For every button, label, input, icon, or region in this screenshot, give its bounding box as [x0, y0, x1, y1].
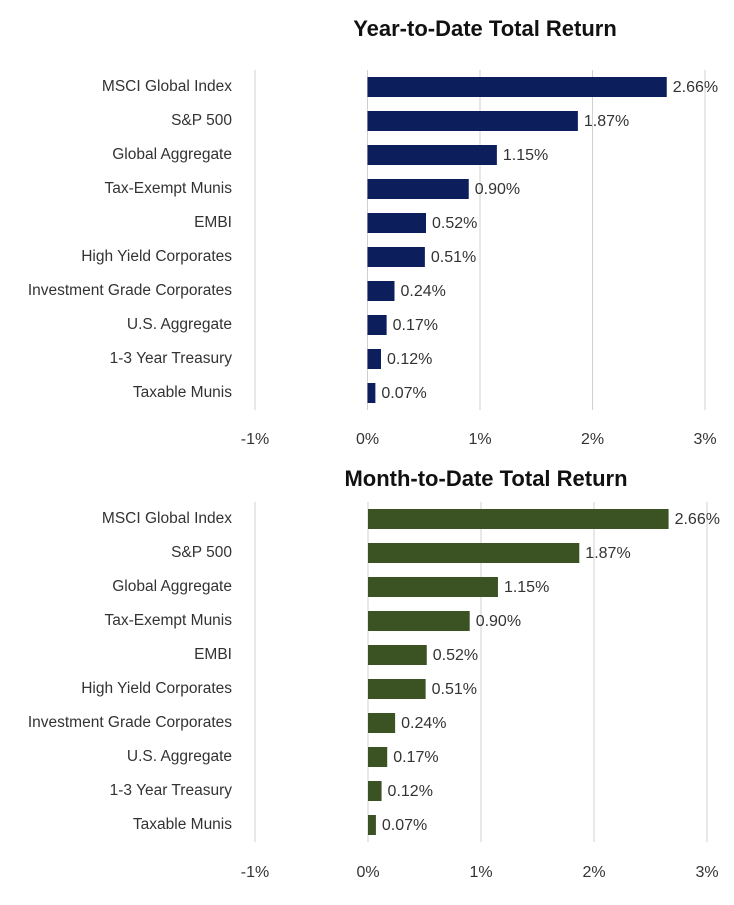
bar [367, 247, 425, 267]
y-tick-label: High Yield Corporates [81, 248, 232, 265]
y-tick-label: Global Aggregate [112, 578, 232, 595]
y-tick-label: S&P 500 [171, 544, 232, 561]
bar [368, 713, 396, 733]
value-label: 0.07% [381, 385, 426, 402]
y-tick-label: Tax-Exempt Munis [105, 180, 233, 197]
y-tick-label: Tax-Exempt Munis [105, 612, 233, 629]
y-tick-label: High Yield Corporates [81, 680, 232, 697]
x-tick-label: 2% [582, 864, 605, 881]
value-label: 0.07% [382, 817, 427, 834]
value-label: 0.17% [393, 317, 438, 334]
x-tick-label: 3% [693, 431, 716, 448]
value-label: 1.87% [585, 545, 630, 562]
bar [367, 383, 376, 403]
value-label: 1.15% [503, 147, 548, 164]
y-tick-label: 1-3 Year Treasury [110, 782, 233, 799]
bar [367, 111, 578, 131]
x-tick-label: 0% [356, 864, 379, 881]
x-tick-label: 2% [581, 431, 604, 448]
value-label: 0.90% [476, 613, 521, 630]
bar [367, 281, 395, 301]
x-tick-label: -1% [241, 431, 269, 448]
bar [368, 781, 382, 801]
bar [368, 679, 426, 699]
y-tick-label: 1-3 Year Treasury [110, 350, 233, 367]
y-tick-label: Taxable Munis [133, 816, 232, 833]
bar [368, 509, 669, 529]
bar [368, 577, 498, 597]
y-tick-label: MSCI Global Index [102, 78, 232, 95]
value-label: 1.87% [584, 113, 629, 130]
y-tick-label: EMBI [194, 646, 232, 663]
value-label: 0.12% [388, 783, 433, 800]
y-tick-label: U.S. Aggregate [127, 316, 232, 333]
bar [367, 315, 387, 335]
bar [368, 611, 470, 631]
bar [368, 543, 580, 563]
y-tick-label: Investment Grade Corporates [28, 714, 232, 731]
x-tick-label: -1% [241, 864, 269, 881]
value-label: 0.24% [401, 715, 446, 732]
value-label: 0.51% [432, 681, 477, 698]
x-tick-label: 3% [695, 864, 718, 881]
value-label: 0.51% [431, 249, 476, 266]
y-tick-label: Investment Grade Corporates [28, 282, 232, 299]
y-tick-label: U.S. Aggregate [127, 748, 232, 765]
y-tick-label: EMBI [194, 214, 232, 231]
y-tick-label: Global Aggregate [112, 146, 232, 163]
value-label: 1.15% [504, 579, 549, 596]
value-label: 0.90% [475, 181, 520, 198]
value-label: 0.24% [401, 283, 446, 300]
bar [367, 179, 469, 199]
bar [367, 145, 497, 165]
bar [367, 213, 426, 233]
value-label: 0.17% [393, 749, 438, 766]
value-label: 2.66% [673, 79, 718, 96]
bar [368, 645, 427, 665]
y-tick-label: S&P 500 [171, 112, 232, 129]
bar [368, 815, 376, 835]
y-tick-label: Taxable Munis [133, 384, 232, 401]
chart-title: Month-to-Date Total Return [344, 466, 627, 491]
x-tick-label: 1% [469, 864, 492, 881]
value-label: 2.66% [675, 511, 720, 528]
bar [368, 747, 388, 767]
value-label: 0.52% [433, 647, 478, 664]
x-tick-label: 1% [468, 431, 491, 448]
bar [367, 349, 381, 369]
value-label: 0.52% [432, 215, 477, 232]
y-tick-label: MSCI Global Index [102, 510, 232, 527]
x-tick-label: 0% [356, 431, 379, 448]
bar [367, 77, 667, 97]
chart-title: Year-to-Date Total Return [353, 16, 617, 41]
value-label: 0.12% [387, 351, 432, 368]
